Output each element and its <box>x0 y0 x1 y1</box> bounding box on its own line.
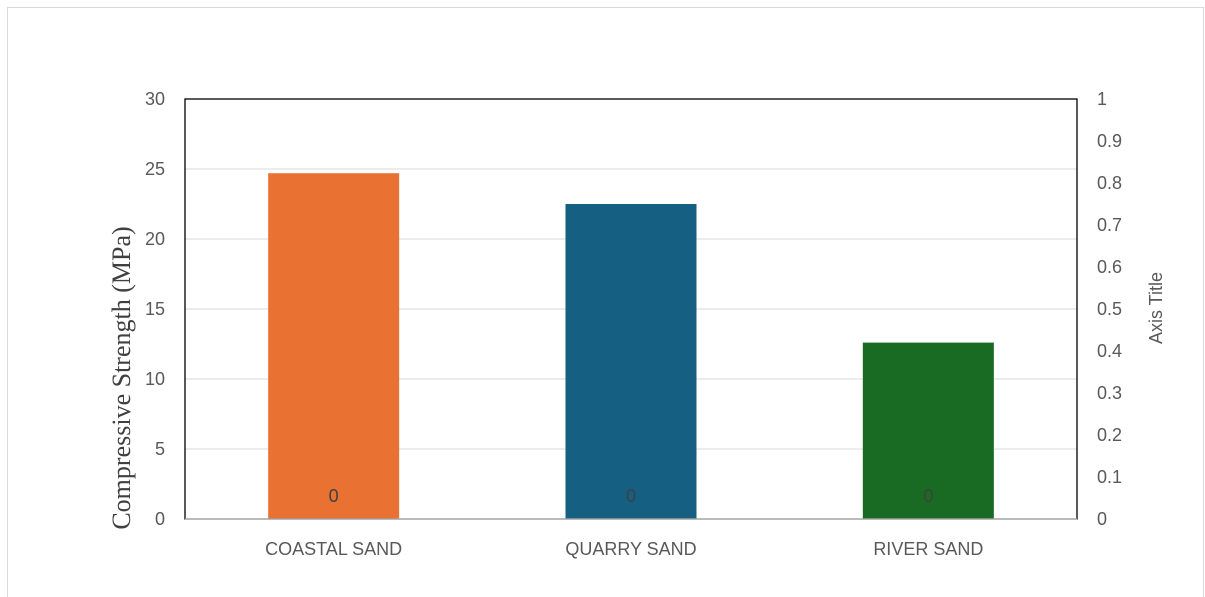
data-labels: 0 0 0 <box>329 486 934 506</box>
y2-tick-label: 0.1 <box>1097 467 1122 487</box>
y-tick-label: 10 <box>145 369 165 389</box>
y2-tick-label: 0.2 <box>1097 425 1122 445</box>
bar-coastal-sand <box>268 173 400 519</box>
y2-tick-label: 0.7 <box>1097 215 1122 235</box>
y2-tick-label: 0.6 <box>1097 257 1122 277</box>
y-axis-ticks: 0 5 10 15 20 25 30 <box>145 89 165 529</box>
y-tick-label: 15 <box>145 299 165 319</box>
y2-tick-label: 0.4 <box>1097 341 1122 361</box>
y2-tick-label: 0.5 <box>1097 299 1122 319</box>
y2-axis-ticks: 0 0.1 0.2 0.3 0.4 0.5 0.6 0.7 0.8 0.9 1 <box>1097 89 1122 529</box>
y-tick-label: 25 <box>145 159 165 179</box>
y-tick-label: 20 <box>145 229 165 249</box>
y2-tick-label: 0.9 <box>1097 131 1122 151</box>
y-tick-label: 5 <box>155 439 165 459</box>
y2-tick-label: 1 <box>1097 89 1107 109</box>
bar-quarry-sand <box>565 204 697 519</box>
category-label: QUARRY SAND <box>565 539 696 559</box>
chart-frame <box>7 7 1204 597</box>
data-label: 0 <box>923 486 933 506</box>
bar-river-sand <box>862 342 994 519</box>
y-axis-title: Compressive Strength (MPa) <box>107 226 136 529</box>
y2-axis-title: Axis Title <box>1146 272 1166 344</box>
category-label: RIVER SAND <box>873 539 983 559</box>
data-label: 0 <box>626 486 636 506</box>
y-tick-label: 30 <box>145 89 165 109</box>
y2-tick-label: 0.8 <box>1097 173 1122 193</box>
category-label: COASTAL SAND <box>265 539 402 559</box>
y2-tick-label: 0.3 <box>1097 383 1122 403</box>
plot-border <box>184 98 1078 520</box>
x-axis-categories: COASTAL SAND QUARRY SAND RIVER SAND <box>265 539 983 559</box>
data-label: 0 <box>329 486 339 506</box>
y-tick-label: 0 <box>155 509 165 529</box>
bars <box>268 173 994 519</box>
y2-tick-label: 0 <box>1097 509 1107 529</box>
